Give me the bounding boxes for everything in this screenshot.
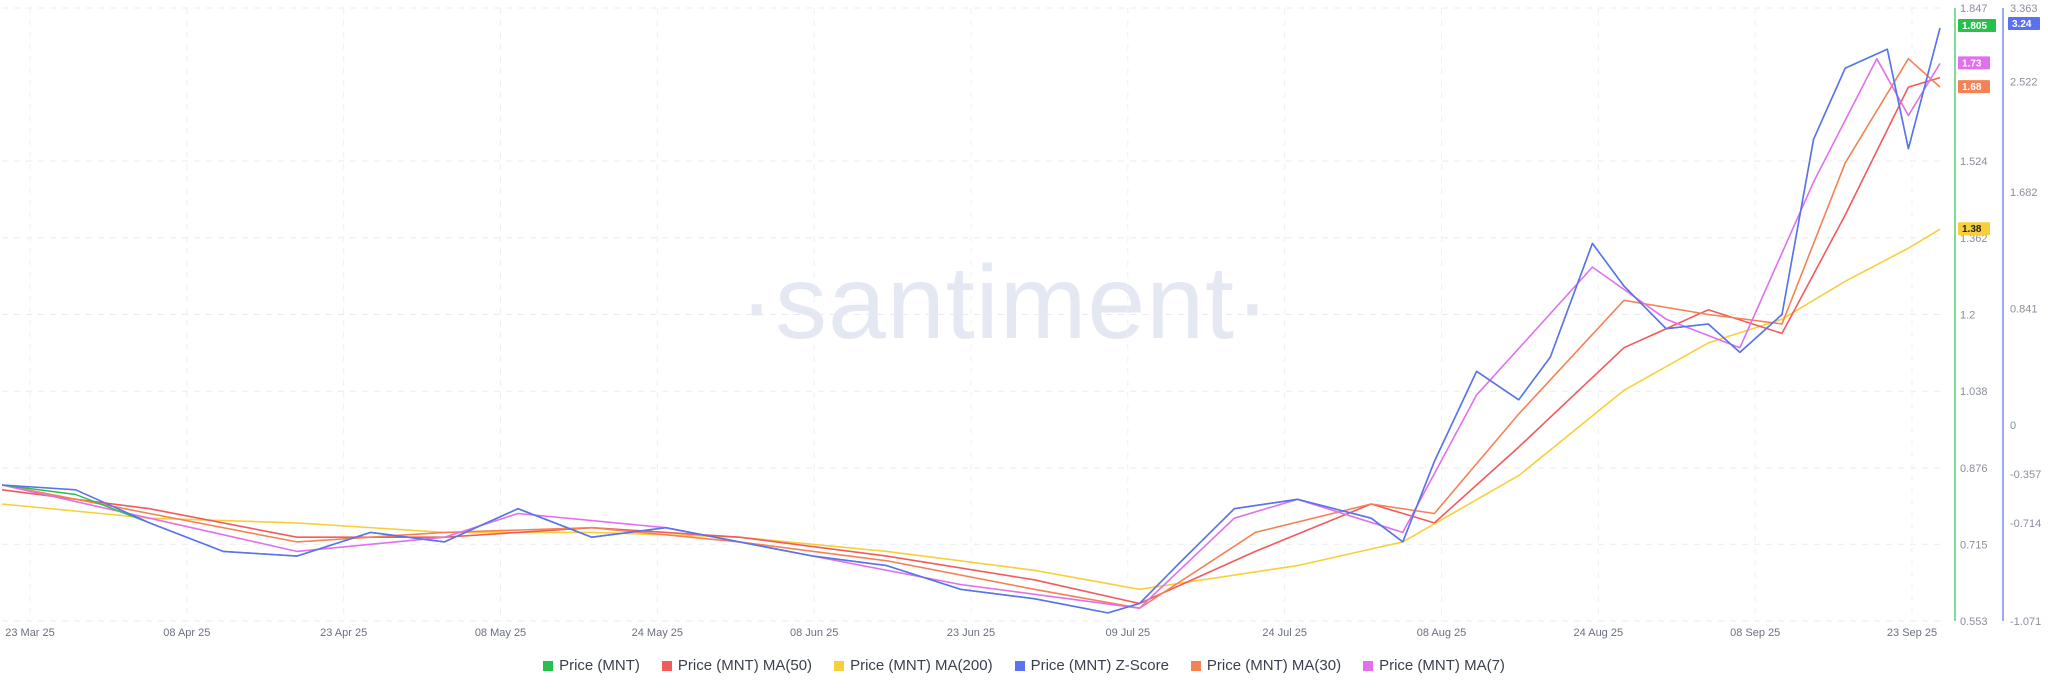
x-tick-label: 08 Jun 25 [790,627,838,639]
x-tick-label: 23 Sep 25 [1887,627,1937,639]
zscore-tick-label: 0 [2010,420,2016,432]
price-tick-label: 0.715 [1960,539,1988,551]
value-badge-label: 1.68 [1962,82,1982,93]
legend-item[interactable]: Price (MNT) [543,657,640,674]
legend-item[interactable]: Price (MNT) MA(7) [1363,657,1505,674]
x-tick-label: 08 May 25 [475,627,526,639]
price-tick-label: 0.876 [1960,463,1988,475]
zscore-tick-label: -0.357 [2010,469,2041,481]
price-tick-label: 1.362 [1960,233,1988,245]
x-tick-label: 24 Jul 25 [1262,627,1307,639]
chart: ·santiment· 0.553 0.715 0.876 1.038 1.2 1.362… [1,3,2041,639]
legend-label: Price (MNT) [559,657,640,674]
value-badge [1958,19,1996,32]
x-tick-label: 23 Jun 25 [947,627,995,639]
price-tick-label: 1.847 [1960,3,1988,15]
legend-swatch [834,660,845,671]
x-tick-label: 08 Apr 25 [163,627,210,639]
zscore-axis-ticks: -1.071 -0.714 -0.357 0 0.841 1.682 2.522 3.363 [2010,3,2041,628]
zscore-tick-label: -0.714 [2010,518,2041,530]
price-tick-label: 1.2 [1960,310,1975,322]
value-badge-label: 1.73 [1962,58,1982,69]
legend-swatch [661,660,672,671]
value-badge [1958,80,1990,94]
price-tick-label: 1.038 [1960,386,1988,398]
legend-item[interactable]: Price (MNT) MA(200) [834,657,993,674]
legend-item[interactable]: Price (MNT) MA(30) [1190,657,1342,674]
value-badge-label: 1.805 [1962,21,1987,32]
zscore-tick-label: 1.682 [2010,187,2038,199]
zscore-tick-label: -1.071 [2010,616,2041,628]
value-badge [1958,222,1990,236]
value-badge-label: 1.38 [1962,224,1982,235]
legend-label: Price (MNT) MA(50) [677,657,813,674]
x-tick-label: 23 Mar 25 [5,627,55,639]
legend-item[interactable]: Price (MNT) MA(50) [661,657,813,674]
x-tick-label: 09 Jul 25 [1106,627,1151,639]
price-tick-label: 0.553 [1960,616,1988,628]
legend-swatch [1363,660,1374,671]
series-lines [1,27,1941,614]
x-axis-ticks: 23 Mar 25 08 Apr 25 23 Apr 25 08 May 25 24 M… [5,627,1937,639]
series-line-price-mnt-ma-30 [1,57,1941,609]
price-axis-ticks: 0.553 0.715 0.876 1.038 1.2 1.362 1.524 1.847 [1960,3,1988,628]
legend-label: Price (MNT) Z-Score [1030,657,1169,674]
legend-label: Price (MNT) MA(30) [1206,657,1342,674]
zscore-tick-label: 3.363 [2010,3,2038,15]
x-tick-label: 08 Sep 25 [1730,627,1780,639]
x-tick-label: 08 Aug 25 [1417,627,1467,639]
x-tick-label: 24 May 25 [632,627,683,639]
zscore-tick-label: 0.841 [2010,303,2038,315]
value-badge-label: 3.24 [2012,19,2032,30]
series-line-price-mnt-z-score [1,27,1941,614]
legend-swatch [1190,660,1201,671]
legend-item[interactable]: Price (MNT) Z-Score [1014,657,1169,674]
watermark: ·santiment· [739,245,1270,361]
value-badges: 1.805 3.24 1.73 1.68 1.38 [1958,17,2040,236]
x-tick-label: 24 Aug 25 [1574,627,1624,639]
legend-label: Price (MNT) MA(7) [1379,657,1505,674]
x-tick-label: 23 Apr 25 [320,627,367,639]
value-badge [2008,17,2040,30]
price-tick-label: 1.524 [1960,156,1988,168]
legend-swatch [543,660,554,671]
zscore-tick-label: 2.522 [2010,77,2038,89]
legend-label: Price (MNT) MA(200) [850,657,993,674]
legend-swatch [1014,660,1025,671]
legend: Price (MNT) Price (MNT) MA(50) Price (MNT)… [0,657,2048,674]
value-badge [1958,56,1990,70]
